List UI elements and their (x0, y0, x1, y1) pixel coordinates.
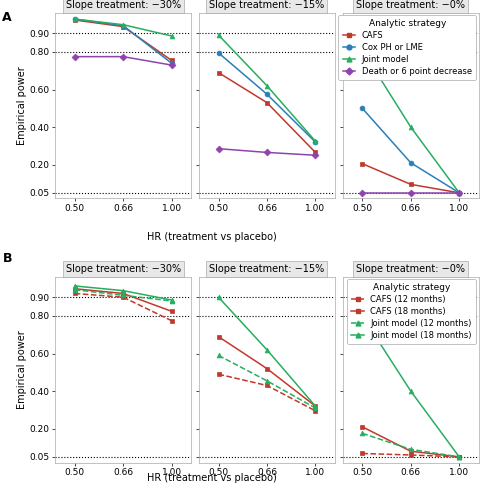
Text: B: B (2, 252, 12, 264)
Title: Slope treatment: −15%: Slope treatment: −15% (209, 0, 324, 10)
Title: Slope treatment: −0%: Slope treatment: −0% (356, 0, 464, 10)
Legend: CAFS, Cox PH or LME, Joint model, Death or 6 point decrease: CAFS, Cox PH or LME, Joint model, Death … (338, 15, 475, 80)
Title: Slope treatment: −0%: Slope treatment: −0% (356, 264, 464, 274)
Text: HR (treatment vs placebo): HR (treatment vs placebo) (146, 473, 276, 483)
Title: Slope treatment: −30%: Slope treatment: −30% (65, 264, 180, 274)
Title: Slope treatment: −15%: Slope treatment: −15% (209, 264, 324, 274)
Title: Slope treatment: −30%: Slope treatment: −30% (65, 0, 180, 10)
Y-axis label: Empirical power: Empirical power (17, 330, 27, 409)
Legend: CAFS (12 months), CAFS (18 months), Joint model (12 months), Joint model (18 mon: CAFS (12 months), CAFS (18 months), Join… (347, 279, 475, 344)
Text: A: A (2, 11, 12, 24)
Text: HR (treatment vs placebo): HR (treatment vs placebo) (146, 232, 276, 242)
Y-axis label: Empirical power: Empirical power (17, 66, 27, 145)
